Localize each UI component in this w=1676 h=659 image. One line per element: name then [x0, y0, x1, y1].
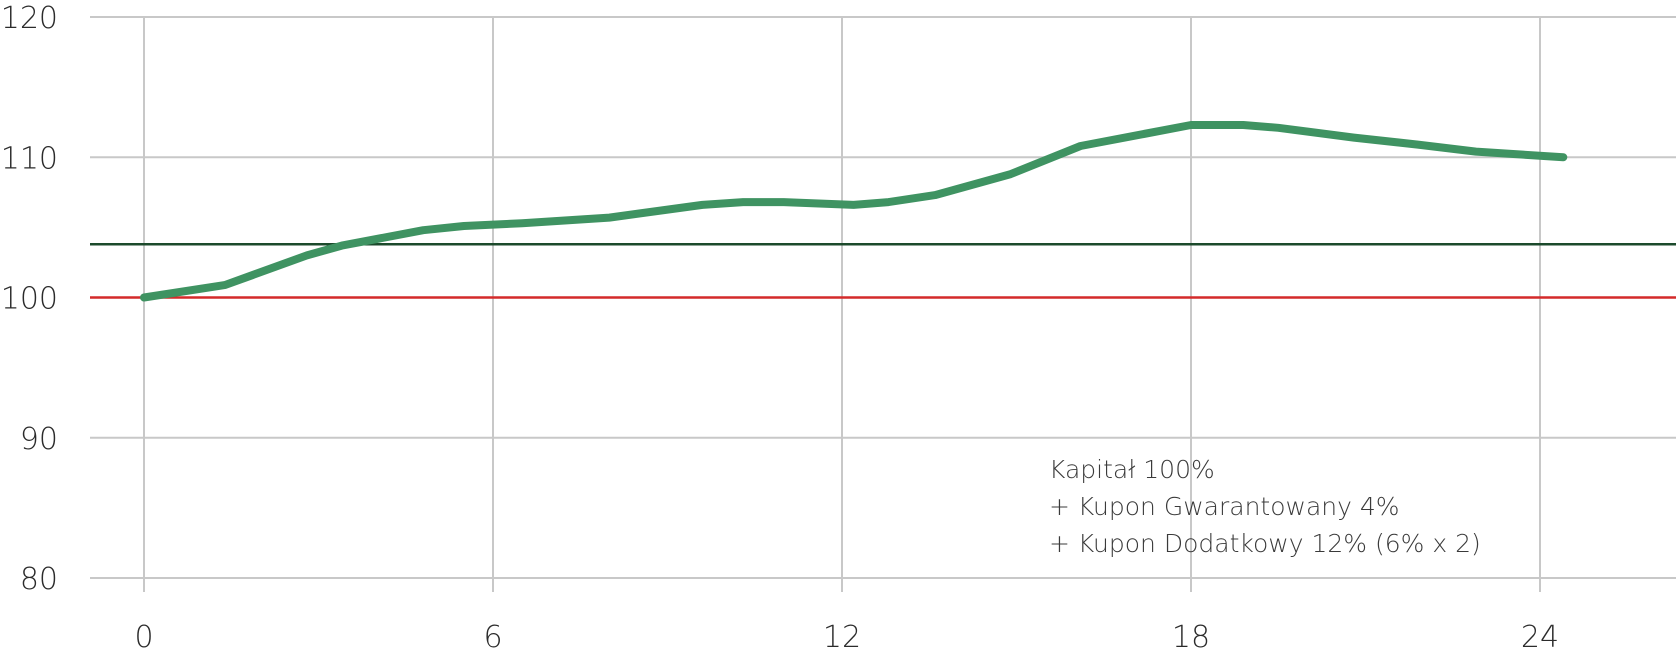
series-group: [140, 121, 1568, 302]
y-tick-label: 110: [1, 141, 58, 176]
y-tick-label: 120: [1, 1, 58, 36]
y-tick-label: 90: [20, 422, 58, 457]
annotation-line-2: + Kupon Gwarantowany 4%: [1049, 492, 1400, 521]
vertical-gridlines: [143, 17, 1541, 592]
y-tick-label: 100: [1, 282, 58, 317]
annotation-line-1: Kapitał 100%: [1049, 455, 1215, 484]
x-tick-labels: 0 6 12 18 24: [134, 620, 1559, 655]
x-tick-label: 6: [483, 620, 502, 655]
x-tick-label: 18: [1172, 620, 1210, 655]
x-tick-label: 12: [823, 620, 861, 655]
series-line: [140, 121, 1568, 302]
y-tick-label: 80: [20, 562, 58, 597]
y-tick-labels: 80 90 100 110 120: [1, 1, 58, 597]
x-tick-label: 0: [134, 620, 153, 655]
horizontal-gridlines: [90, 16, 1676, 579]
x-tick-label: 24: [1521, 620, 1559, 655]
annotation-line-3: + Kupon Dodatkowy 12% (6% x 2): [1049, 529, 1481, 558]
